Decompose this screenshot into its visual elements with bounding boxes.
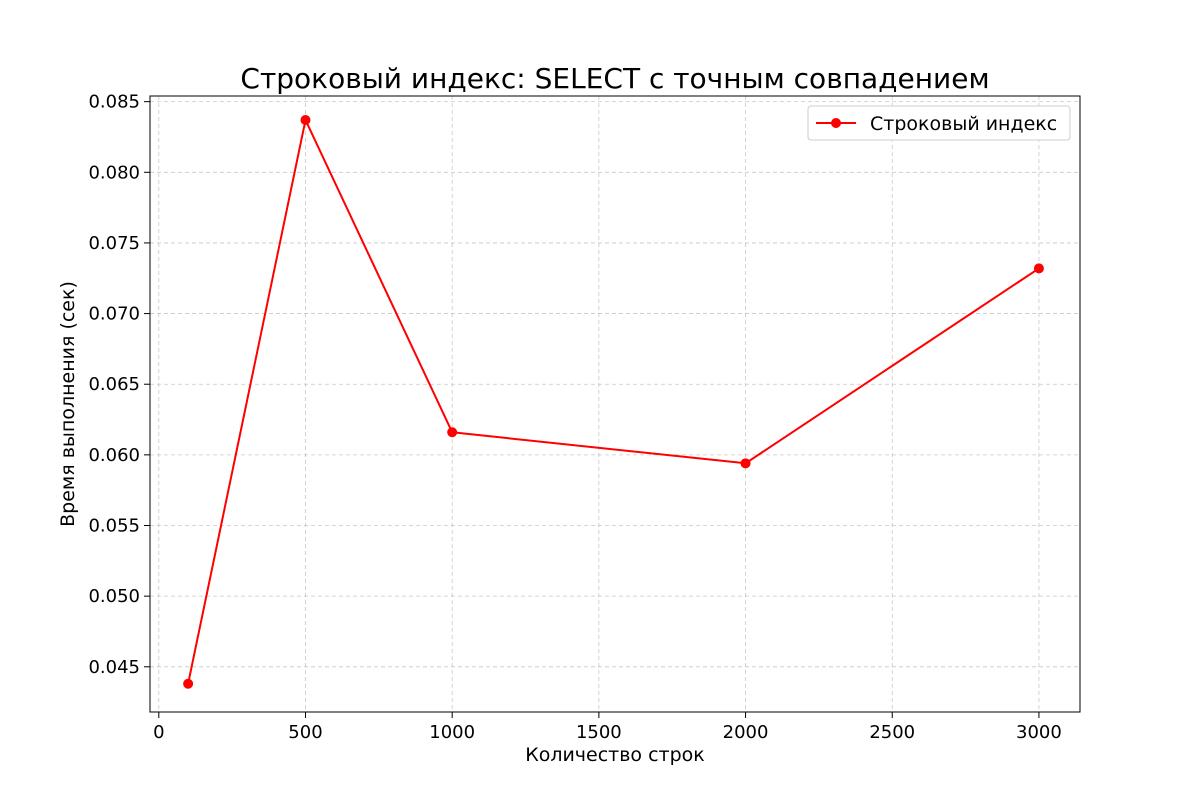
y-tick-label: 0.050 <box>88 586 140 607</box>
x-tick-label: 3000 <box>1016 722 1062 743</box>
y-tick-label: 0.060 <box>88 445 140 466</box>
x-tick-label: 0 <box>153 722 164 743</box>
series-line <box>187 119 1040 684</box>
y-tick-label: 0.070 <box>88 304 140 325</box>
plot-frame <box>149 95 1081 713</box>
legend: Строковый индекс <box>807 105 1071 141</box>
x-axis-label: Количество строк <box>525 744 705 766</box>
y-tick-label: 0.045 <box>88 657 140 678</box>
legend-label: Строковый индекс <box>870 113 1057 135</box>
y-tick-label: 0.065 <box>88 374 140 395</box>
data-point <box>1033 263 1044 274</box>
x-tick-label: 1500 <box>576 722 622 743</box>
x-tick-label: 1000 <box>429 722 475 743</box>
grid <box>150 96 1080 712</box>
data-point <box>300 115 311 126</box>
y-axis-label: Время выполнения (сек) <box>57 281 79 527</box>
legend-box <box>807 105 1071 141</box>
y-tick-label: 0.085 <box>88 92 140 113</box>
y-tick-label: 0.080 <box>88 162 140 183</box>
ticks: 0 500 1000 1500 2000 2500 3000 0.045 0.050 0.055 0… <box>88 92 1061 743</box>
data-point <box>447 427 458 438</box>
x-tick-label: 500 <box>288 722 322 743</box>
y-tick-label: 0.075 <box>88 233 140 254</box>
legend-marker <box>831 118 841 128</box>
data-point <box>183 678 194 689</box>
data-point <box>740 458 751 469</box>
series-layer <box>183 115 1044 689</box>
chart-title: Строковый индекс: SELECT с точным совпад… <box>240 62 989 95</box>
y-tick-label: 0.055 <box>88 516 140 537</box>
x-tick-label: 2000 <box>723 722 769 743</box>
x-tick-label: 2500 <box>869 722 915 743</box>
